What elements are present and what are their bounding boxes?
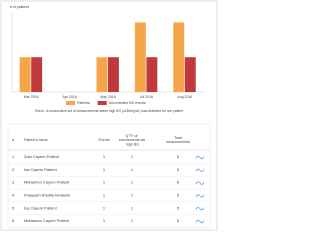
cell: 1 xyxy=(131,218,134,223)
dashboard: # of patients Mar 2016 Apr 2016 May 2016 Ju… xyxy=(0,0,218,231)
cell: 1 xyxy=(103,192,106,197)
column-header: Patient's name xyxy=(24,138,48,142)
cell: 1 xyxy=(131,180,134,185)
cell: Mahamen Cayem Patient xyxy=(24,218,70,223)
cell: 4 xyxy=(12,192,15,197)
column-header: Total measurements xyxy=(166,136,190,144)
cell: 1 xyxy=(131,154,134,159)
x-tick-label: Mar 2016 xyxy=(24,95,39,99)
bar xyxy=(108,57,119,92)
x-tick-label: Aug 2016 xyxy=(177,95,192,99)
cell: 1 xyxy=(131,205,134,210)
cell: Mahamen Cayem Patient xyxy=(24,180,70,185)
x-tick-label: Apr 2016 xyxy=(62,95,76,99)
caption: Event - A consecutive set of measurement… xyxy=(35,109,183,113)
cell: 1 xyxy=(103,180,106,185)
cell: 2 xyxy=(12,167,15,172)
trend-icon xyxy=(195,194,205,198)
cell: 5 xyxy=(177,154,180,159)
legend-label: Uncontrolled BG events xyxy=(109,101,146,105)
cell: 1 xyxy=(103,167,106,172)
legend-swatch xyxy=(66,101,75,105)
bar xyxy=(134,22,146,92)
bar xyxy=(19,57,31,92)
cell: 1 xyxy=(103,154,106,159)
cell: 1 xyxy=(103,218,106,223)
bar xyxy=(173,22,185,92)
cell: Isa Cayem Patient xyxy=(24,167,58,172)
trend-icon xyxy=(195,168,205,172)
legend-label: Patients xyxy=(77,101,90,105)
cell: 1 xyxy=(103,205,106,210)
bar xyxy=(31,57,43,92)
cell: 1 xyxy=(12,154,15,159)
cell: Zaid Cayem Patient xyxy=(24,154,60,159)
legend-swatch xyxy=(97,101,107,105)
y-label: # of patients xyxy=(10,5,29,9)
x-tick-label: Jul 2016 xyxy=(140,95,153,99)
cell: 5 xyxy=(177,205,180,210)
trend-icon xyxy=(195,219,205,224)
cell: 6 xyxy=(12,218,15,223)
cell: Khayyam Khalifa Mutasim xyxy=(24,192,71,197)
trend-icon xyxy=(195,155,205,160)
cell: 1 xyxy=(131,192,134,197)
x-tick-label: May 2016 xyxy=(100,95,115,99)
column-header: Events xyxy=(99,138,110,142)
cell: 5 xyxy=(177,218,180,223)
bar xyxy=(146,57,158,92)
bar xyxy=(96,57,108,92)
trend-icon xyxy=(195,207,205,211)
cell: 5 xyxy=(177,192,180,197)
bar xyxy=(184,57,196,92)
cell: 5 xyxy=(177,167,180,172)
cell: 3 xyxy=(12,180,15,185)
cell: 1 xyxy=(131,167,134,172)
trend-icon xyxy=(195,181,205,185)
column-header: Q'TY of easurements wit high BG xyxy=(119,134,145,146)
cell: Isa Cayem Patient xyxy=(24,205,58,210)
cell: 5 xyxy=(12,205,15,210)
cell: 6 xyxy=(177,180,180,185)
column-header: # xyxy=(12,138,14,142)
